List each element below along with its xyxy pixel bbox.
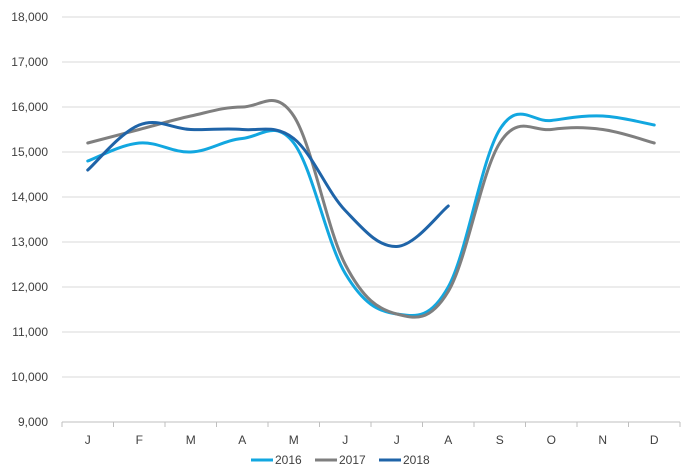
legend-item: 2016 [251, 453, 302, 467]
y-tick-label: 14,000 [11, 190, 48, 204]
legend-item: 2018 [379, 453, 430, 467]
x-tick-label: A [444, 433, 452, 447]
x-tick-label: J [85, 433, 91, 447]
x-tick-label: J [394, 433, 400, 447]
y-tick-label: 11,000 [12, 325, 48, 339]
legend-label: 2017 [339, 453, 366, 467]
y-tick-label: 16,000 [11, 100, 48, 114]
series-line-2017 [86, 99, 656, 319]
y-tick-label: 10,000 [11, 370, 48, 384]
y-tick-label: 9,000 [18, 415, 48, 429]
y-tick-label: 18,000 [11, 10, 48, 24]
axis-layer: 9,000 10,000 11,000 12,000 13,000 14,000 15,00… [11, 10, 681, 447]
x-tick-label: S [496, 433, 504, 447]
series-layer [86, 99, 656, 319]
legend: 2016 2017 2018 [251, 453, 430, 467]
y-tick-label: 13,000 [11, 235, 48, 249]
x-tick-label: M [186, 433, 196, 447]
x-tick-label: A [238, 433, 246, 447]
x-tick-label: M [289, 433, 299, 447]
y-tick-label: 17,000 [11, 55, 48, 69]
x-tick-label: O [547, 433, 556, 447]
x-tick-label: F [136, 433, 143, 447]
legend-item: 2017 [315, 453, 366, 467]
legend-label: 2016 [275, 453, 302, 467]
y-tick-label: 12,000 [11, 280, 48, 294]
x-tick-label: D [650, 433, 659, 447]
x-tick-label: J [342, 433, 348, 447]
series-line-2016 [86, 112, 656, 317]
legend-label: 2018 [403, 453, 430, 467]
series-line-2018 [86, 121, 450, 249]
y-tick-label: 15,000 [11, 145, 48, 159]
grid-layer [62, 16, 680, 423]
x-tick-label: N [598, 433, 607, 447]
